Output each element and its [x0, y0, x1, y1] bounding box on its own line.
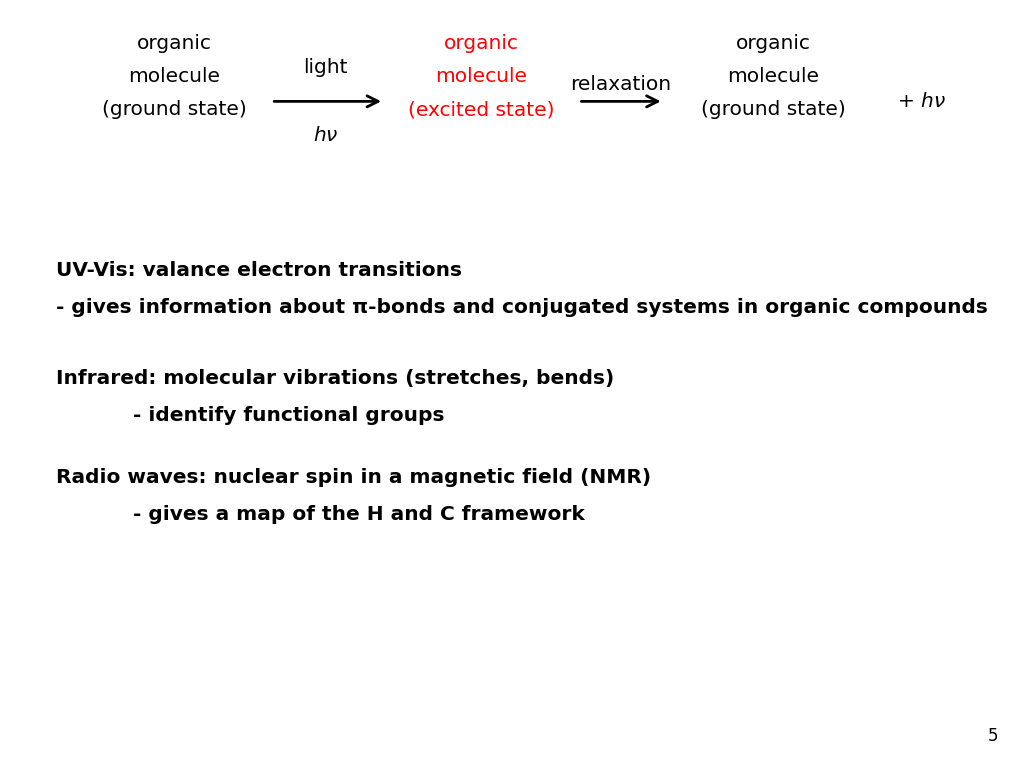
Text: molecule: molecule: [727, 68, 819, 86]
Text: organic: organic: [136, 35, 212, 53]
Text: light: light: [303, 58, 348, 77]
Text: + $h\nu$: + $h\nu$: [897, 92, 946, 111]
Text: - identify functional groups: - identify functional groups: [133, 406, 444, 425]
Text: 5: 5: [988, 727, 998, 745]
Text: Infrared: molecular vibrations (stretches, bends): Infrared: molecular vibrations (stretche…: [56, 369, 614, 388]
Text: molecule: molecule: [128, 68, 220, 86]
Text: - gives information about π-bonds and conjugated systems in organic compounds: - gives information about π-bonds and co…: [56, 298, 988, 317]
Text: - gives a map of the H and C framework: - gives a map of the H and C framework: [133, 505, 585, 525]
Text: (ground state): (ground state): [700, 101, 846, 119]
Text: relaxation: relaxation: [570, 74, 671, 94]
Text: organic: organic: [735, 35, 811, 53]
Text: (excited state): (excited state): [408, 101, 555, 119]
Text: $h\nu$: $h\nu$: [313, 126, 338, 145]
Text: organic: organic: [443, 35, 519, 53]
Text: molecule: molecule: [435, 68, 527, 86]
Text: Radio waves: nuclear spin in a magnetic field (NMR): Radio waves: nuclear spin in a magnetic …: [56, 468, 651, 488]
Text: (ground state): (ground state): [101, 101, 247, 119]
Text: UV-Vis: valance electron transitions: UV-Vis: valance electron transitions: [56, 261, 462, 280]
